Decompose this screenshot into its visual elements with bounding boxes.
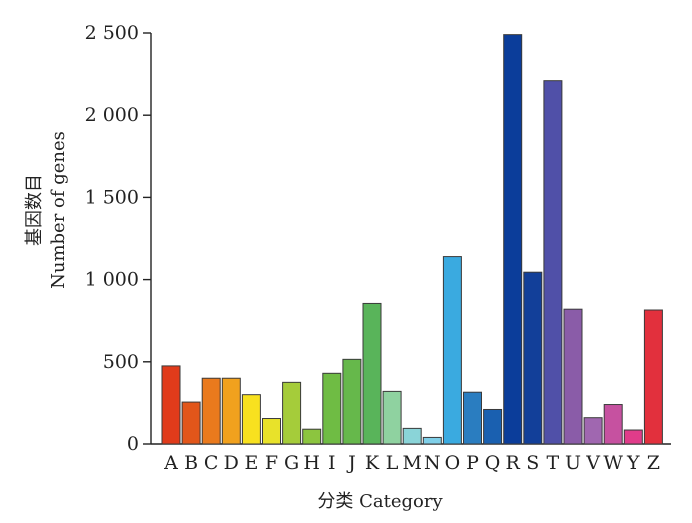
x-tick-label-P: P (466, 452, 479, 474)
bar-Y (623, 429, 643, 445)
bar-L (382, 390, 402, 445)
x-tick-label-Z: Z (647, 452, 660, 474)
x-tick-label-O: O (445, 452, 461, 474)
x-tick-label-W: W (603, 452, 623, 474)
x-tick-label-M: M (402, 452, 421, 474)
bar-B (181, 401, 201, 445)
bar-N (422, 436, 442, 445)
bar-R (503, 34, 523, 445)
x-tick-label-H: H (303, 452, 320, 474)
x-tick-label-L: L (386, 452, 399, 474)
x-tick-label-V: V (585, 452, 600, 474)
bar-V (583, 417, 603, 445)
x-tick-label-T: T (547, 452, 560, 474)
x-tick-label-C: C (204, 452, 219, 474)
y-tick-label: 2 500 (85, 22, 139, 44)
x-tick-label-A: A (163, 452, 178, 474)
x-tick-label-Y: Y (626, 452, 640, 474)
bar-D (221, 377, 241, 445)
x-tick-label-Q: Q (485, 452, 501, 474)
x-tick-label-S: S (526, 452, 539, 474)
y-tick-label: 500 (103, 351, 139, 373)
bar-S (523, 271, 543, 445)
x-tick-label-I: I (328, 452, 336, 474)
y-tick-label: 1 000 (85, 269, 139, 291)
bar-C (201, 377, 221, 445)
x-tick-label-U: U (565, 452, 581, 474)
bar-P (463, 391, 482, 445)
x-tick-label-E: E (244, 452, 258, 474)
y-axis-title-english: Number of genes (48, 131, 69, 289)
bar-F (262, 418, 281, 445)
bar-I (322, 372, 342, 445)
x-axis-title: 分类 Category (317, 491, 443, 512)
x-tick-label-G: G (284, 452, 299, 474)
bar-Z (643, 309, 663, 445)
x-tick-label-N: N (424, 452, 441, 474)
x-tick-label-F: F (265, 452, 278, 474)
bar-A (161, 365, 181, 445)
bar-J (342, 358, 362, 445)
bar-K (362, 302, 382, 445)
y-tick-label: 0 (127, 433, 139, 455)
bars (161, 34, 663, 445)
x-tick-label-D: D (224, 452, 239, 474)
y-tick-label: 2 000 (85, 104, 139, 126)
bar-G (282, 381, 302, 445)
x-tick-label-K: K (365, 452, 380, 474)
x-tick-label-R: R (506, 452, 521, 474)
x-tick-label-J: J (346, 452, 356, 474)
bar-H (302, 428, 322, 445)
bar-T (543, 80, 563, 445)
y-axis-title-chinese: 基因数目 (24, 174, 45, 246)
bar-O (442, 256, 462, 445)
bar-W (603, 404, 623, 445)
x-tick-label-B: B (184, 452, 198, 474)
y-tick-label: 1 500 (85, 186, 139, 208)
bar-M (402, 427, 422, 445)
bar-Q (483, 408, 503, 445)
bar-E (241, 394, 261, 445)
bar-U (563, 308, 583, 445)
